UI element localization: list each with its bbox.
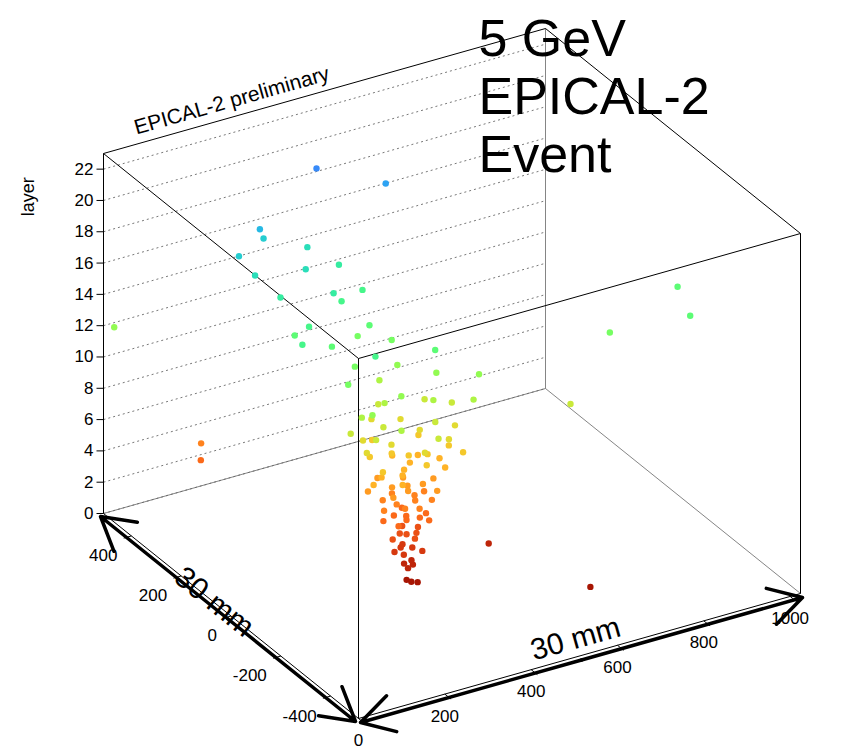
svg-text:2: 2	[84, 473, 93, 492]
svg-text:20: 20	[75, 191, 94, 210]
svg-text:200: 200	[431, 707, 459, 726]
svg-text:0: 0	[84, 504, 93, 523]
svg-text:16: 16	[75, 254, 94, 273]
svg-text:400: 400	[89, 546, 117, 565]
svg-text:200: 200	[139, 586, 167, 605]
svg-text:12: 12	[75, 316, 94, 335]
svg-text:0: 0	[354, 731, 363, 750]
svg-text:30 mm: 30 mm	[169, 560, 261, 643]
svg-text:6: 6	[84, 410, 93, 429]
svg-text:-200: -200	[233, 666, 267, 685]
svg-text:18: 18	[75, 222, 94, 241]
svg-text:800: 800	[690, 633, 718, 652]
svg-text:14: 14	[75, 285, 94, 304]
svg-text:600: 600	[603, 658, 631, 677]
svg-text:-400: -400	[283, 707, 317, 726]
svg-text:1000: 1000	[771, 609, 809, 628]
svg-text:22: 22	[75, 160, 94, 179]
svg-text:10: 10	[75, 347, 94, 366]
svg-text:5 GeVEPICAL-2Event: 5 GeVEPICAL-2Event	[479, 9, 710, 183]
svg-text:400: 400	[517, 682, 545, 701]
svg-text:4: 4	[84, 441, 93, 460]
svg-text:EPICAL-2 preliminary: EPICAL-2 preliminary	[131, 61, 332, 138]
svg-text:8: 8	[84, 379, 93, 398]
svg-text:30 mm: 30 mm	[527, 610, 624, 667]
svg-text:0: 0	[208, 626, 217, 645]
svg-text:layer: layer	[18, 177, 38, 216]
